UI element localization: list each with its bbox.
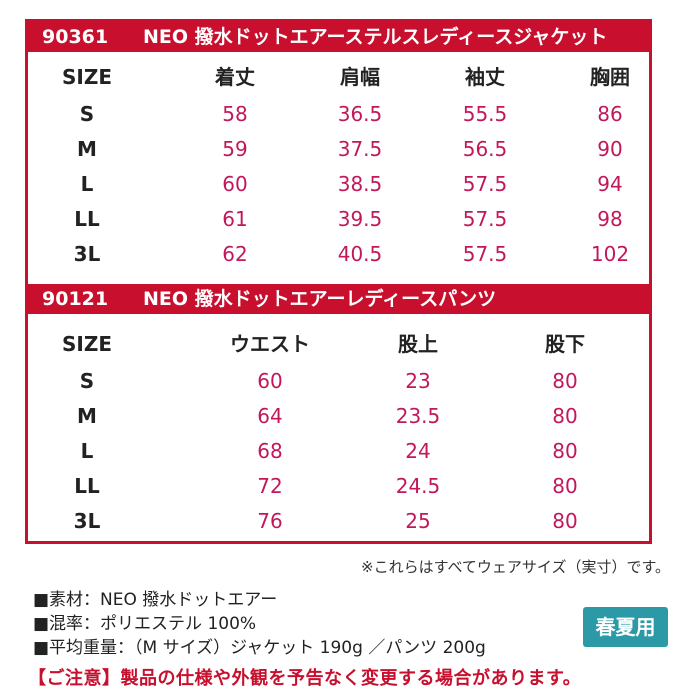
pants-measurement-cell: 24.5 xyxy=(395,474,441,498)
pants-product-name: NEO 撥水ドットエアーレディースパンツ xyxy=(143,288,497,310)
pants-measurement-cell: 64 xyxy=(257,404,283,428)
jacket-measurement-cell: 39.5 xyxy=(337,207,383,231)
jacket-header-cell: 袖丈 xyxy=(465,65,505,89)
pants-measurement-cell: 68 xyxy=(257,439,283,463)
jacket-product-code: 90361 xyxy=(42,26,109,48)
jacket-measurement-cell: 59 xyxy=(222,137,248,161)
jacket-measurement-cell: 61 xyxy=(222,207,248,231)
jacket-measurement-cell: 102 xyxy=(590,242,630,266)
size-chart-frame: 90361 NEO 撥水ドットエアーステルスレディースジャケット SIZE 着丈 肩… xyxy=(25,19,652,544)
jacket-size-label: S xyxy=(79,102,95,126)
jacket-measurement-cell: 37.5 xyxy=(337,137,383,161)
pants-measurement-cell: 80 xyxy=(552,474,578,498)
jacket-measurement-cell: 56.5 xyxy=(462,137,508,161)
notice-warning: 【ご注意】製品の仕様や外観を予告なく変更する場合があります。 xyxy=(28,668,582,689)
pants-header-cell: SIZE xyxy=(61,332,113,356)
pants-table-row: M 64 23.5 80 xyxy=(28,399,649,434)
pants-measurement-cell: 80 xyxy=(552,439,578,463)
pants-header-cell: ウエスト xyxy=(230,332,310,356)
jacket-measurement-cell: 58 xyxy=(222,102,248,126)
pants-table-row: S 60 23 80 xyxy=(28,364,649,399)
pants-size-label: LL xyxy=(74,474,100,498)
jacket-measurement-cell: 57.5 xyxy=(462,172,508,196)
jacket-table-row: LL 61 39.5 57.5 98 xyxy=(28,202,649,237)
pants-measurement-cell: 72 xyxy=(257,474,283,498)
jacket-size-label: 3L xyxy=(73,242,101,266)
jacket-table-row: 3L 62 40.5 57.5 102 xyxy=(28,237,649,272)
spec-composition: ■混率：ポリエステル 100% xyxy=(33,614,257,634)
jacket-measurement-cell: 55.5 xyxy=(462,102,508,126)
pants-product-code: 90121 xyxy=(42,288,109,310)
jacket-measurement-cell: 98 xyxy=(597,207,623,231)
pants-measurement-cell: 24 xyxy=(405,439,431,463)
pants-size-label: S xyxy=(79,369,95,393)
pants-size-label: L xyxy=(80,439,94,463)
jacket-measurement-cell: 94 xyxy=(597,172,623,196)
jacket-header-cell: 着丈 xyxy=(215,65,255,89)
jacket-header-cell: SIZE xyxy=(61,65,113,89)
jacket-measurement-cell: 62 xyxy=(222,242,248,266)
jacket-table-row: S 58 36.5 55.5 86 xyxy=(28,97,649,132)
jacket-measurement-cell: 90 xyxy=(597,137,623,161)
jacket-title-bar: 90361 NEO 撥水ドットエアーステルスレディースジャケット xyxy=(28,22,649,52)
jacket-size-label: L xyxy=(80,172,94,196)
pants-header-cell: 股上 xyxy=(398,332,438,356)
pants-measurement-cell: 80 xyxy=(552,369,578,393)
pants-measurement-cell: 23.5 xyxy=(395,404,441,428)
jacket-measurement-cell: 60 xyxy=(222,172,248,196)
jacket-measurement-cell: 40.5 xyxy=(337,242,383,266)
pants-title-bar: 90121 NEO 撥水ドットエアーレディースパンツ xyxy=(28,284,649,314)
pants-measurement-cell: 23 xyxy=(405,369,431,393)
pants-table-row: 3L 76 25 80 xyxy=(28,504,649,539)
jacket-measurement-cell: 36.5 xyxy=(337,102,383,126)
jacket-size-label: M xyxy=(77,137,97,161)
pants-measurement-cell: 60 xyxy=(257,369,283,393)
jacket-header-row: SIZE 着丈 肩幅 袖丈 胸囲 xyxy=(28,60,649,95)
pants-measurement-cell: 80 xyxy=(552,509,578,533)
jacket-table-row: M 59 37.5 56.5 90 xyxy=(28,132,649,167)
pants-size-label: 3L xyxy=(73,509,101,533)
jacket-measurement-cell: 57.5 xyxy=(462,207,508,231)
spec-weight: ■平均重量：（M サイズ）ジャケット 190g ／パンツ 200g xyxy=(33,638,486,658)
measurement-note: ※これらはすべてウェアサイズ（実寸）です。 xyxy=(361,558,670,576)
season-badge: 春夏用 xyxy=(583,607,668,647)
pants-measurement-cell: 80 xyxy=(552,404,578,428)
pants-size-label: M xyxy=(77,404,97,428)
jacket-size-label: LL xyxy=(74,207,100,231)
jacket-table-row: L 60 38.5 57.5 94 xyxy=(28,167,649,202)
jacket-header-cell: 肩幅 xyxy=(340,65,380,89)
pants-header-cell: 股下 xyxy=(545,332,585,356)
pants-measurement-cell: 76 xyxy=(257,509,283,533)
spec-material: ■素材：NEO 撥水ドットエアー xyxy=(33,590,278,610)
jacket-measurement-cell: 38.5 xyxy=(337,172,383,196)
jacket-product-name: NEO 撥水ドットエアーステルスレディースジャケット xyxy=(143,26,608,48)
jacket-header-cell: 胸囲 xyxy=(590,65,630,89)
pants-measurement-cell: 25 xyxy=(405,509,431,533)
pants-table-row: L 68 24 80 xyxy=(28,434,649,469)
jacket-measurement-cell: 86 xyxy=(597,102,623,126)
pants-table-row: LL 72 24.5 80 xyxy=(28,469,649,504)
pants-header-row: SIZE ウエスト 股上 股下 xyxy=(28,327,649,362)
jacket-measurement-cell: 57.5 xyxy=(462,242,508,266)
